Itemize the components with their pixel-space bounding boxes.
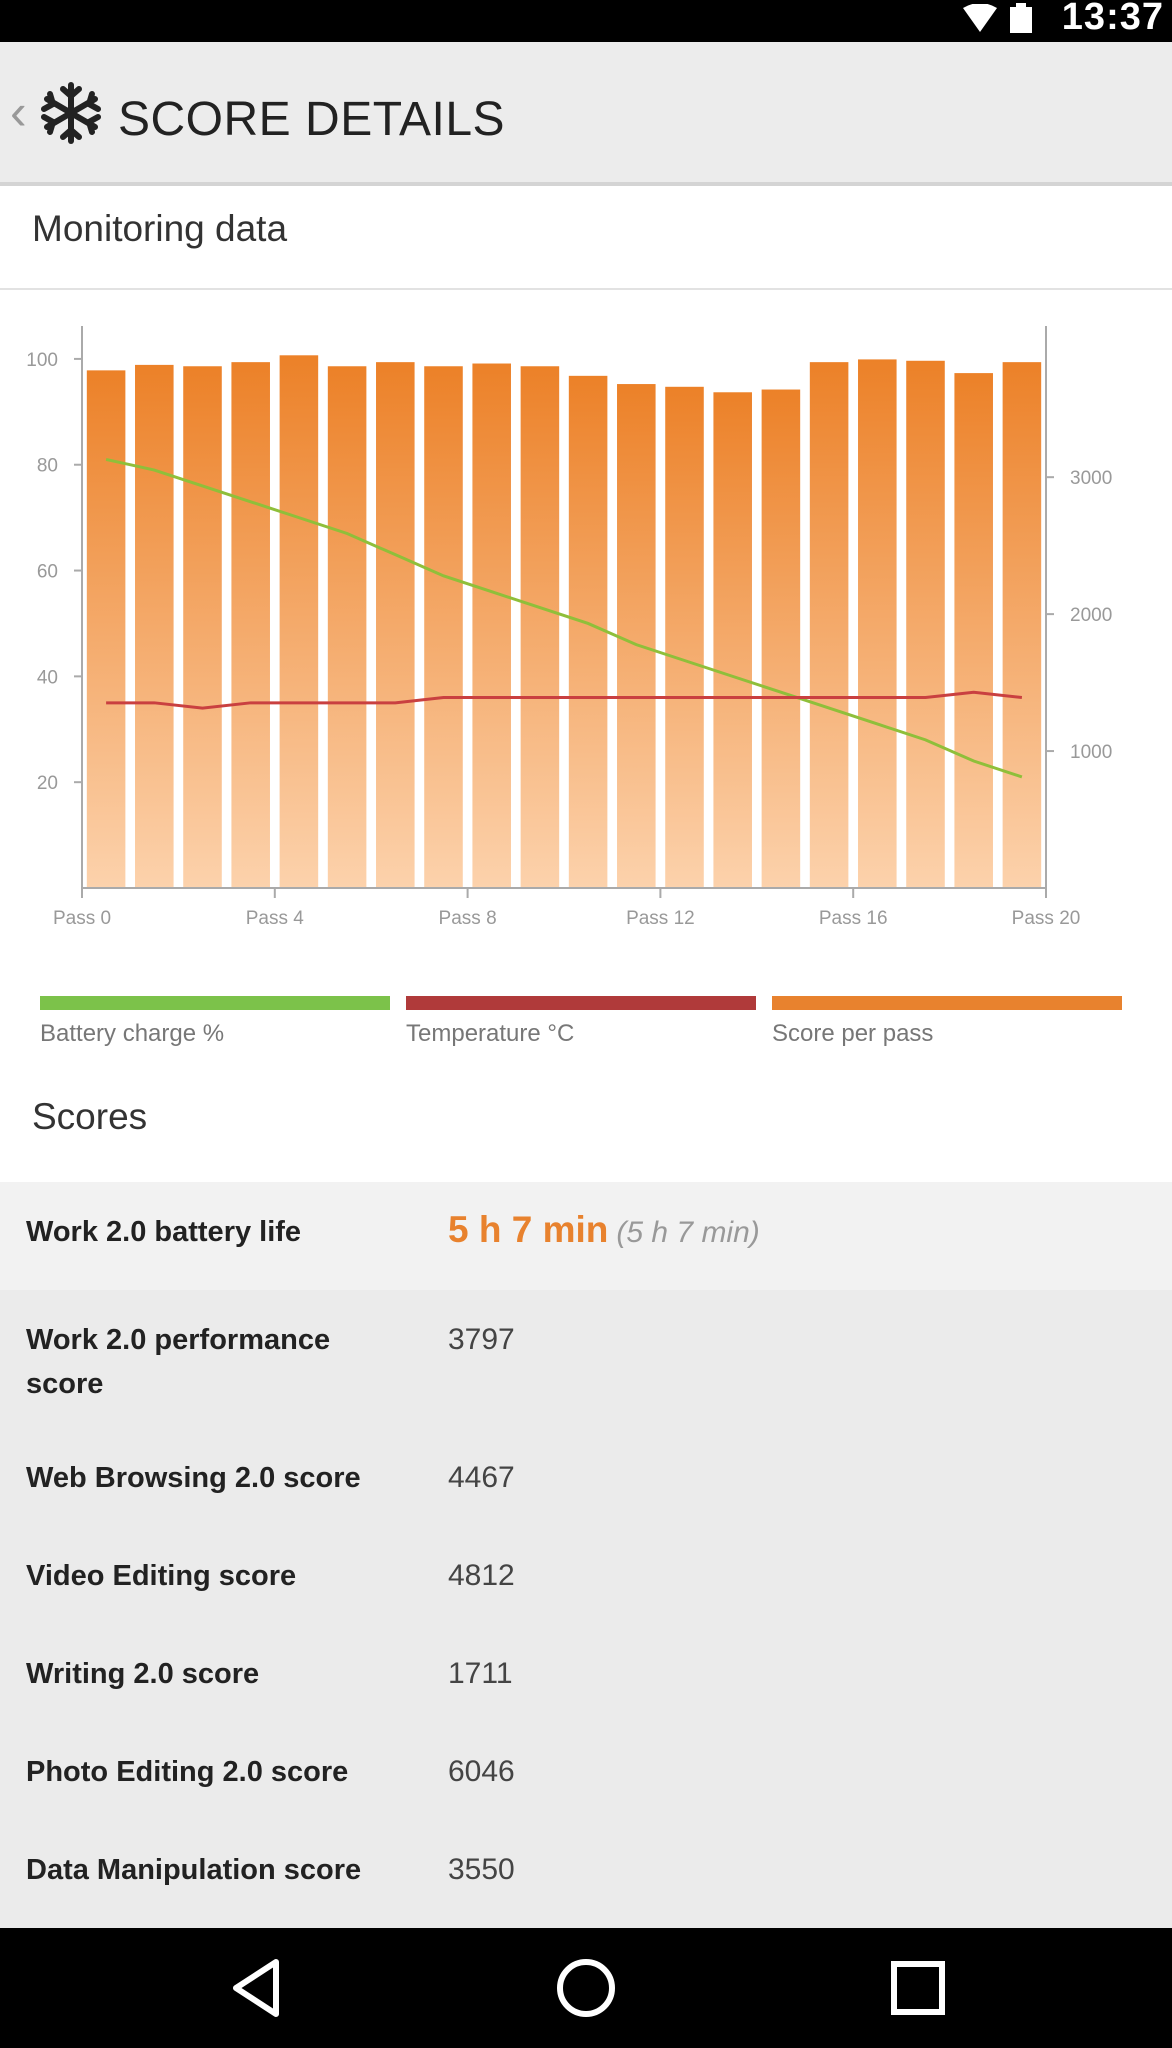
scores-title: Scores: [32, 1096, 148, 1137]
score-label: Writing 2.0 score: [26, 1658, 260, 1690]
chart-bar: [809, 362, 849, 888]
status-time: 13:37: [1061, 0, 1164, 38]
score-value: 4812: [448, 1559, 515, 1592]
y2-tick-label: 3000: [1070, 468, 1112, 489]
chart-bar: [279, 355, 319, 888]
monitoring-chart: 20 40 60 80 100 1000 2000 3000 Pass 0 Pass 4 Pass …: [26, 326, 1112, 929]
chart-bar: [327, 366, 367, 888]
score-label: Video Editing score: [26, 1560, 297, 1592]
legend-label: Battery charge %: [40, 1020, 225, 1047]
chart-bar: [231, 362, 270, 888]
y2-tick-label: 1000: [1070, 742, 1112, 763]
y-tick-label: 80: [37, 456, 58, 477]
monitoring-card: Monitoring data 20 40 60 80 100 1000 2000 3000 P…: [0, 186, 1172, 1082]
score-row: Writing 2.0 score 1711: [0, 1626, 1172, 1727]
y-tick-label: 40: [37, 667, 58, 688]
triangle-back-icon[interactable]: [222, 1952, 294, 2024]
chart-line: [105, 457, 1023, 779]
snowflake-icon: [41, 82, 101, 144]
x-tick-label: Pass 12: [626, 908, 695, 929]
square-recents-icon[interactable]: [882, 1952, 954, 2024]
monitoring-title: Monitoring data: [32, 208, 288, 249]
chart-bar: [906, 360, 945, 888]
chart-bar: [472, 363, 511, 889]
score-row: Photo Editing 2.0 score 6046: [0, 1724, 1172, 1825]
nav-bar: [0, 1928, 1172, 2048]
score-row: Web Browsing 2.0 score 4467: [0, 1430, 1172, 1531]
chevron-left-icon[interactable]: ‹: [10, 84, 27, 140]
chart-bar: [135, 364, 174, 888]
score-label: Data Manipulation score: [26, 1854, 362, 1886]
x-tick-label: Pass 4: [246, 908, 305, 929]
score-value: 1711: [448, 1657, 513, 1690]
score-row: Data Manipulation score 3550: [0, 1822, 1172, 1928]
y-tick-label: 100: [26, 350, 58, 371]
y-tick-label: 60: [37, 562, 58, 583]
battery-life-sub: (5 h 7 min): [616, 1216, 760, 1249]
score-value: 3797: [448, 1323, 515, 1356]
page-title: SCORE DETAILS: [118, 93, 506, 146]
score-label: Work 2.0 battery life: [26, 1216, 302, 1248]
circle-home-icon[interactable]: [550, 1952, 622, 2024]
chart-bar: [1002, 362, 1042, 888]
legend-label: Temperature °C: [406, 1020, 575, 1047]
chart-bar: [376, 362, 415, 888]
score-row: Work 2.0 battery life 5 h 7 min (5 h 7 mi…: [0, 1182, 1172, 1293]
wifi-icon: [963, 4, 997, 32]
chart-bar: [520, 366, 560, 888]
chart-bar: [858, 359, 897, 888]
chart-bar: [568, 375, 608, 889]
score-row: Video Editing score 4812: [0, 1528, 1172, 1629]
chart-bar: [665, 386, 704, 888]
score-value: 4467: [448, 1461, 515, 1494]
battery-icon: [1010, 3, 1032, 33]
legend-item-battery: Battery charge %: [40, 996, 390, 1048]
status-bar: 13:37: [0, 0, 1172, 42]
score-label: Web Browsing 2.0 score: [26, 1462, 361, 1494]
x-tick-label: Pass 0: [53, 908, 111, 929]
legend-item-temperature: Temperature °C: [406, 996, 756, 1048]
chart-bar: [761, 389, 801, 888]
chart-bar: [713, 392, 752, 888]
score-value: 3550: [448, 1853, 515, 1886]
battery-life-value: 5 h 7 min: [448, 1209, 609, 1250]
x-tick-label: Pass 16: [819, 908, 888, 929]
chart-bar: [954, 373, 993, 888]
chart-bar: [617, 384, 656, 888]
chart-bar: [424, 366, 463, 888]
chart-line: [106, 690, 1023, 710]
x-tick-label: Pass 20: [1012, 908, 1081, 929]
app-bar: ‹ SCORE DETAILS: [0, 42, 1172, 186]
score-row: Work 2.0 performance score 3797: [0, 1290, 1172, 1433]
divider: [0, 288, 1172, 290]
score-label: Work 2.0 performance score: [26, 1324, 331, 1400]
score-value: 5 h 7 min (5 h 7 min): [448, 1208, 760, 1255]
chart-bar: [183, 366, 222, 888]
score-value: 6046: [448, 1755, 515, 1788]
y2-tick-label: 2000: [1070, 605, 1112, 626]
legend-swatch: [772, 996, 1122, 1010]
legend-label: Score per pass: [772, 1020, 934, 1047]
chart-bar: [86, 370, 126, 888]
x-tick-label: Pass 8: [439, 908, 497, 929]
y-tick-label: 20: [37, 773, 58, 794]
score-label: Photo Editing 2.0 score: [26, 1756, 349, 1788]
legend-swatch: [40, 996, 390, 1010]
legend-swatch: [406, 996, 756, 1010]
legend-item-score: Score per pass: [772, 996, 1122, 1048]
scores-header: Scores: [0, 1082, 1172, 1182]
